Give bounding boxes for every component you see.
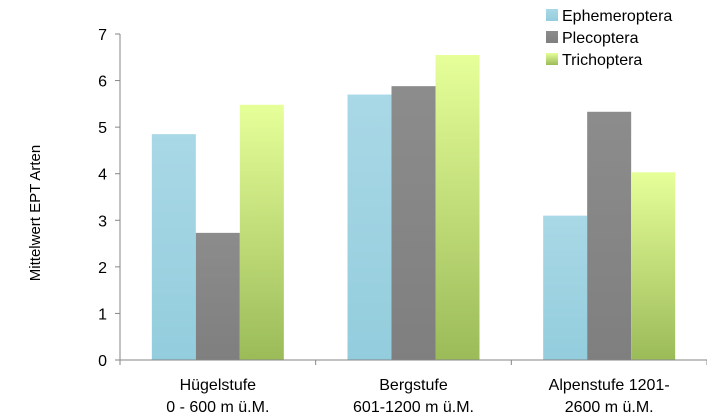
bar-ephemeroptera-1	[347, 94, 392, 361]
bar-trichoptera-0	[239, 104, 284, 360]
y-tick-label: 2	[98, 260, 107, 277]
y-tick-label: 6	[98, 74, 107, 91]
legend: Ephemeroptera Plecoptera Trichoptera	[546, 8, 672, 69]
bar-plecoptera-2	[587, 111, 632, 360]
y-tick-label: 4	[98, 167, 107, 184]
x-tick-label: Hügelstufe 0 - 600 m ü.M.	[166, 377, 269, 416]
bar-plecoptera-1	[391, 86, 436, 360]
y-axis: 0 1 2 3 4 5 6 7	[98, 27, 121, 370]
bars	[151, 54, 676, 361]
x-axis: Hügelstufe 0 - 600 m ü.M. Bergstufe 601-120…	[119, 359, 707, 416]
y-tick-label: 7	[98, 27, 107, 44]
y-tick-label: 0	[98, 353, 107, 370]
bar-ephemeroptera-2	[543, 215, 588, 360]
x-tick-label: Alpenstufe 1201-2600 m ü.M.	[549, 377, 670, 416]
x-tick-label: Bergstufe 601-1200 m ü.M.	[353, 377, 474, 416]
legend-label-plecoptera: Plecoptera	[562, 30, 639, 47]
legend-label-trichoptera: Trichoptera	[562, 52, 642, 69]
bar-ephemeroptera-0	[151, 134, 196, 360]
legend-swatch-plecoptera	[546, 31, 558, 43]
y-tick-label: 5	[98, 120, 107, 137]
y-axis-label: Mittelwert EPT Arten	[27, 145, 44, 281]
y-tick-label: 3	[98, 213, 107, 230]
bar-trichoptera-1	[435, 54, 480, 360]
bar-plecoptera-0	[195, 232, 240, 360]
bar-trichoptera-2	[631, 172, 676, 360]
legend-swatch-trichoptera	[546, 53, 558, 65]
legend-swatch-ephemeroptera	[546, 9, 558, 21]
legend-label-ephemeroptera: Ephemeroptera	[562, 8, 672, 25]
y-tick-label: 1	[98, 306, 107, 323]
